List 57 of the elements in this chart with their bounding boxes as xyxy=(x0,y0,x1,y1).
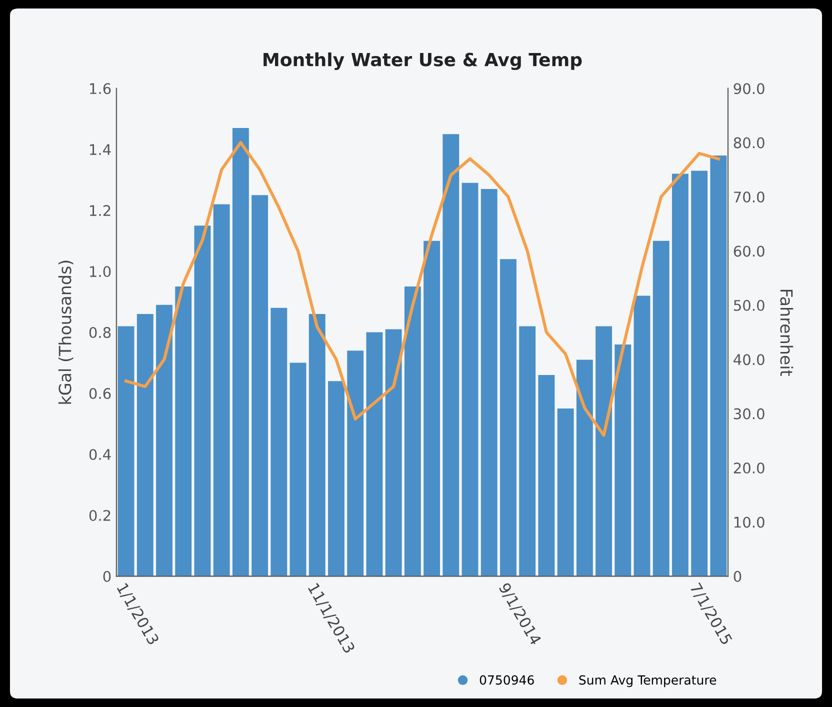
bar xyxy=(691,170,708,576)
bar xyxy=(385,329,402,576)
bar xyxy=(194,226,211,576)
y-tick-label: 0.2 xyxy=(89,510,110,521)
bar xyxy=(519,326,536,576)
bar xyxy=(328,381,344,576)
line-series xyxy=(124,141,720,437)
y-tick-label: 1.6 xyxy=(90,83,111,94)
y2-axis-title: Fahrenheit xyxy=(780,290,794,376)
y-tick-label: 0 xyxy=(103,570,111,582)
bar xyxy=(710,155,727,576)
bar xyxy=(424,240,440,576)
bar xyxy=(442,134,460,576)
bar xyxy=(308,314,326,576)
y-tick-label: 0.8 xyxy=(89,327,111,338)
y2-tick-label: 80.0 xyxy=(734,137,764,148)
bar xyxy=(270,308,288,576)
bar xyxy=(634,296,650,576)
legend-label: 0750946 xyxy=(480,675,534,685)
bar xyxy=(538,374,555,576)
bar xyxy=(347,350,364,576)
legend-label: Sum Avg Temperature xyxy=(579,675,716,688)
y-axis-title: kGal (Thousands) xyxy=(58,260,74,404)
y-tick-label: 0.4 xyxy=(89,448,111,460)
bar xyxy=(118,326,134,576)
bar xyxy=(614,344,632,576)
y2-tick-label: 70.0 xyxy=(734,192,764,203)
y2-tick-label: 40.0 xyxy=(734,354,764,366)
bar xyxy=(156,304,172,576)
bar xyxy=(462,182,478,576)
bar xyxy=(252,195,268,576)
bar xyxy=(213,204,230,576)
bar xyxy=(652,240,670,576)
bar xyxy=(576,360,593,576)
y-tick-label: 1.0 xyxy=(90,266,111,278)
bar xyxy=(672,174,688,576)
y-tick-label: 1.2 xyxy=(90,205,110,216)
bar xyxy=(232,128,249,576)
y2-tick-label: 50.0 xyxy=(734,300,764,311)
bar xyxy=(366,332,383,576)
bar xyxy=(480,188,498,576)
y-tick-label: 1.4 xyxy=(90,144,111,155)
y2-tick-label: 90.0 xyxy=(734,83,764,94)
y2-tick-label: 60.0 xyxy=(734,246,764,257)
y-tick-label: 0.6 xyxy=(89,388,111,400)
bar xyxy=(136,314,154,576)
bar xyxy=(290,362,306,576)
y2-tick-label: 10.0 xyxy=(734,516,764,528)
y2-tick-label: 20.0 xyxy=(734,462,764,474)
y2-tick-label: 0 xyxy=(734,570,742,582)
chart-title: Monthly Water Use & Avg Temp xyxy=(264,52,582,70)
y2-tick-label: 30.0 xyxy=(734,408,764,420)
bar xyxy=(404,286,421,576)
bar xyxy=(596,326,612,576)
bar xyxy=(175,286,192,576)
bar xyxy=(500,259,516,576)
bar xyxy=(557,408,574,576)
